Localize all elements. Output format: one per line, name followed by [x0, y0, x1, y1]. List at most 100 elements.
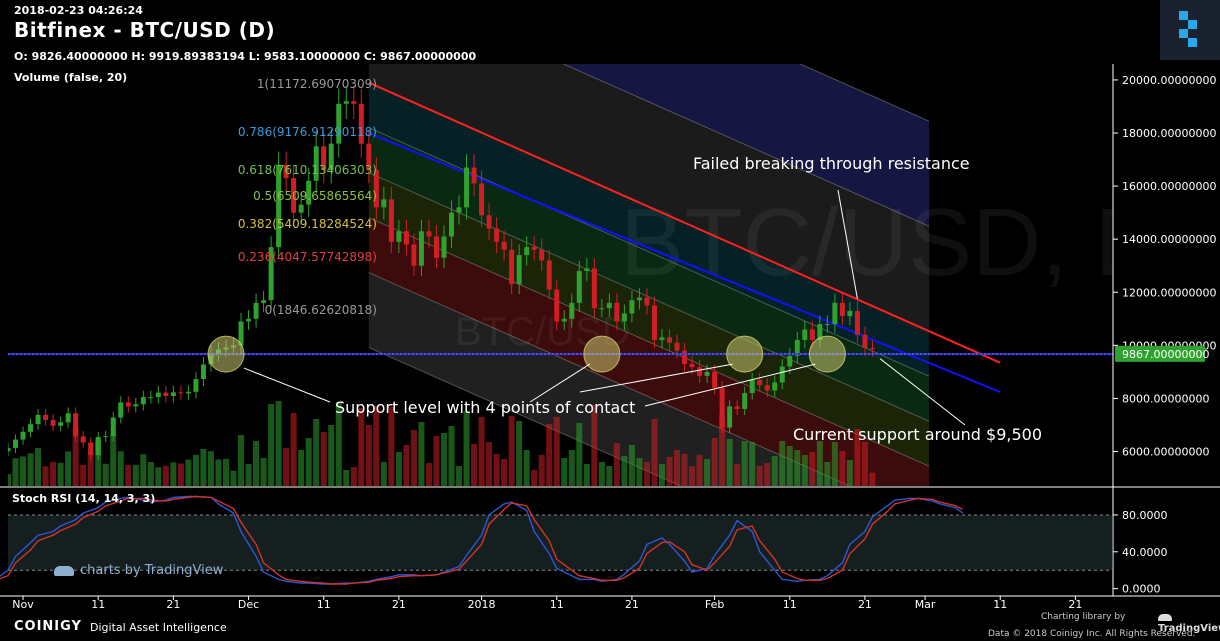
candle-body — [298, 204, 304, 213]
candle-body — [719, 387, 725, 428]
fib-level-label: 0.786(9176.91290118) — [238, 125, 377, 139]
volume-bar — [516, 421, 523, 486]
volume-bar — [57, 462, 64, 486]
candle-body — [734, 406, 740, 410]
price-tick-label: 8000.00000000 — [1122, 392, 1209, 405]
candle-body — [779, 366, 785, 383]
candle-body — [494, 228, 500, 242]
fib-level-label: 0(1846.62620818) — [265, 303, 377, 317]
volume-bar — [711, 438, 718, 486]
tradingview-brand[interactable]: TradingView — [1158, 612, 1220, 634]
volume-bar — [471, 444, 478, 486]
candle-body — [178, 392, 184, 394]
candle-body — [403, 231, 409, 245]
candle-body — [411, 244, 417, 266]
contact-point-3 — [726, 335, 764, 373]
candle-body — [80, 436, 86, 443]
volume-bar — [824, 462, 831, 486]
candle-body — [479, 183, 485, 216]
volume-bar — [501, 459, 508, 486]
volume-bar — [215, 459, 222, 486]
candle-body — [539, 249, 545, 261]
candle-body — [148, 397, 154, 399]
coinigy-logo-icon[interactable] — [1160, 0, 1220, 60]
volume-bar — [192, 454, 199, 486]
channel-band-2 — [368, 82, 930, 377]
candle-body — [261, 300, 267, 303]
volume-bar — [253, 441, 260, 486]
volume-bar — [613, 443, 620, 486]
volume-bar — [636, 458, 643, 486]
logo-squares — [1179, 11, 1197, 47]
candle-body — [757, 379, 763, 386]
volume-bar — [298, 450, 305, 486]
volume-bar — [433, 436, 440, 486]
volume-bar — [786, 446, 793, 486]
volume-bar — [854, 429, 861, 486]
candle-body — [569, 302, 575, 319]
candle-body — [35, 414, 41, 425]
channel-edge-1 — [562, 64, 930, 227]
candle-body — [794, 340, 800, 356]
volume-bar — [418, 422, 425, 486]
volume-bar — [8, 474, 11, 486]
candle-body — [103, 436, 109, 438]
candle-body — [817, 324, 823, 341]
volume-bar — [493, 454, 500, 486]
fib-level-label: 0.618(7610.13406303) — [238, 163, 377, 177]
tradingview-watermark[interactable]: charts by TradingView — [54, 563, 223, 578]
channel-edge-0 — [798, 64, 930, 122]
volume-bar — [95, 440, 102, 486]
volume-bar — [591, 405, 598, 486]
candle-body — [847, 310, 853, 317]
candle-body — [328, 143, 334, 171]
volume-bar — [440, 433, 447, 486]
volume-bar — [110, 434, 117, 486]
contact-point-1 — [207, 335, 245, 373]
candle-body — [170, 392, 176, 397]
tradingview-cloud-icon — [54, 565, 74, 576]
candle-body — [561, 318, 567, 322]
candle-body — [704, 371, 710, 376]
volume-bar — [380, 462, 387, 486]
volume-bar — [861, 442, 868, 486]
time-tick-label: 11 — [317, 598, 331, 611]
candle-body — [651, 305, 657, 341]
volume-bar — [230, 470, 237, 486]
time-tick-label: Dec — [238, 598, 259, 611]
candle-body — [351, 101, 357, 104]
time-tick-label: 21 — [625, 598, 639, 611]
candle-body — [742, 393, 748, 410]
candle-body — [276, 164, 282, 248]
time-tick-label: Nov — [12, 598, 34, 611]
volume-bar — [50, 462, 57, 486]
volume-bar — [358, 408, 365, 486]
candle-body — [576, 271, 582, 303]
volume-bar — [65, 451, 72, 486]
time-tick-label: 11 — [783, 598, 797, 611]
volume-bar — [523, 450, 530, 486]
time-tick-label: 21 — [1068, 598, 1082, 611]
candle-body — [449, 212, 455, 237]
candle-body — [546, 260, 552, 290]
candle-body — [636, 297, 642, 301]
candle-body — [772, 382, 778, 391]
candle-body — [321, 146, 327, 171]
candle-body — [554, 289, 560, 322]
candle-body — [531, 247, 537, 250]
volume-bar — [328, 425, 335, 486]
volume-bar — [846, 460, 853, 486]
volume-bar — [643, 462, 650, 486]
volume-bar — [177, 463, 184, 486]
candle-body — [343, 101, 349, 104]
volume-bar — [20, 456, 27, 486]
timestamp: 2018-02-23 04:26:24 — [14, 4, 143, 17]
volume-bar — [621, 456, 628, 486]
arrow-support-contact-1 — [243, 367, 331, 403]
volume-bar — [478, 417, 485, 486]
volume-bar — [576, 423, 583, 486]
fib-level-label: 0.5(6509.65865564) — [253, 189, 377, 203]
candle-body — [584, 268, 590, 272]
time-tick-label: 11 — [993, 598, 1007, 611]
